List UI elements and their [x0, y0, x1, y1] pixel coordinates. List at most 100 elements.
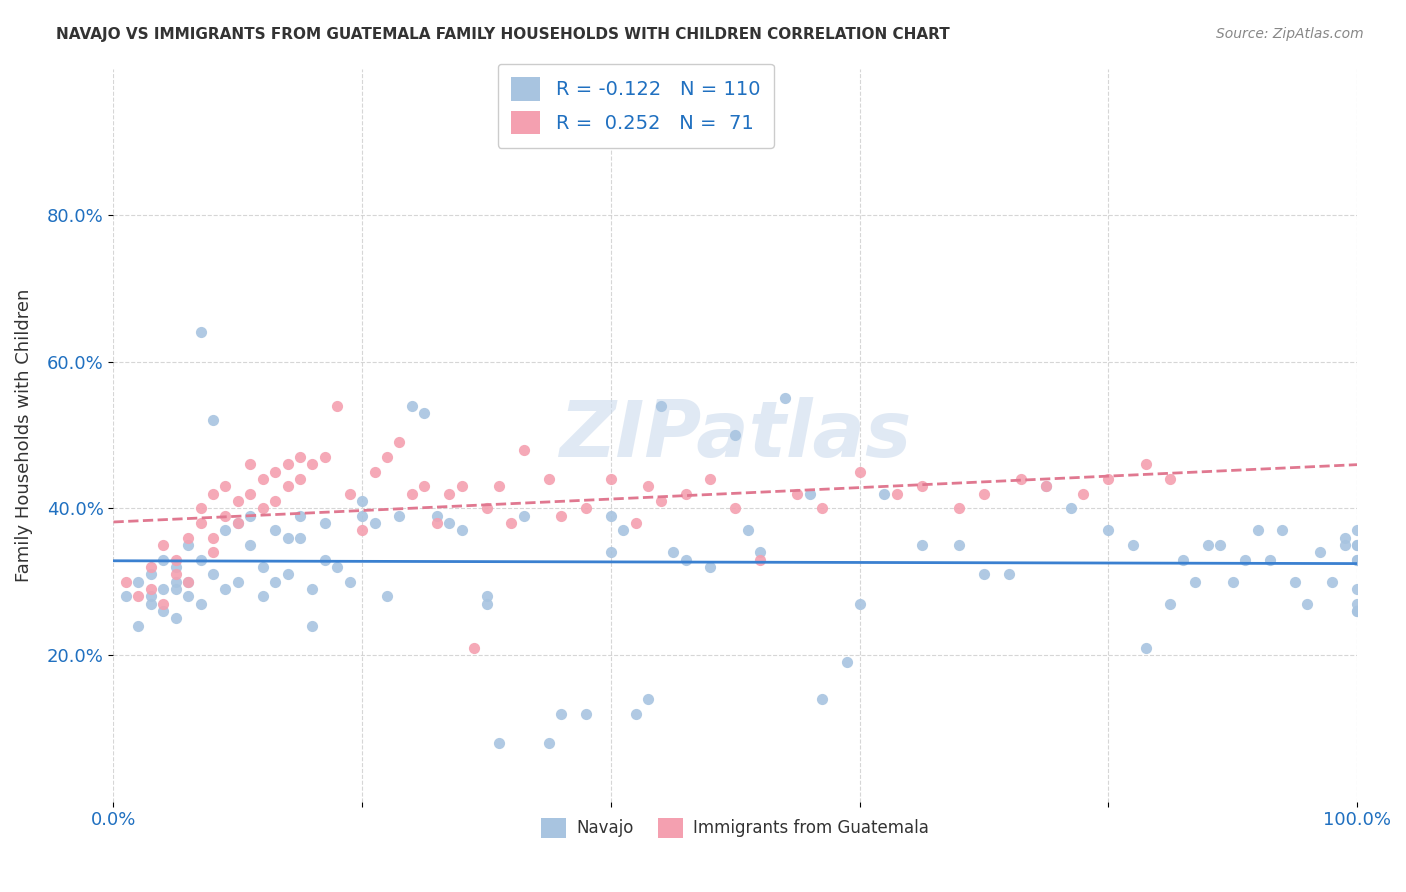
Point	[463, 640, 485, 655]
Point	[352, 494, 374, 508]
Point	[226, 516, 249, 530]
Point	[699, 560, 721, 574]
Point	[811, 501, 834, 516]
Point	[139, 582, 162, 596]
Point	[277, 479, 299, 493]
Point	[873, 486, 896, 500]
Point	[1333, 538, 1355, 552]
Point	[475, 597, 498, 611]
Point	[624, 516, 647, 530]
Point	[1346, 538, 1368, 552]
Point	[675, 486, 697, 500]
Point	[252, 501, 274, 516]
Point	[115, 574, 138, 589]
Point	[277, 458, 299, 472]
Point	[1346, 552, 1368, 566]
Point	[190, 501, 212, 516]
Point	[662, 545, 685, 559]
Point	[201, 531, 224, 545]
Point	[1234, 552, 1257, 566]
Point	[339, 574, 361, 589]
Point	[288, 450, 311, 464]
Point	[326, 399, 349, 413]
Point	[612, 524, 634, 538]
Point	[1346, 524, 1368, 538]
Point	[811, 692, 834, 706]
Point	[401, 399, 423, 413]
Point	[948, 501, 970, 516]
Point	[637, 479, 659, 493]
Point	[190, 326, 212, 340]
Point	[724, 501, 747, 516]
Point	[488, 479, 510, 493]
Point	[413, 479, 436, 493]
Point	[886, 486, 908, 500]
Point	[401, 486, 423, 500]
Point	[837, 655, 859, 669]
Point	[550, 706, 572, 721]
Point	[501, 516, 523, 530]
Point	[599, 508, 621, 523]
Point	[288, 531, 311, 545]
Point	[575, 501, 598, 516]
Point	[314, 516, 336, 530]
Point	[115, 590, 138, 604]
Point	[1060, 501, 1083, 516]
Point	[363, 516, 385, 530]
Point	[1010, 472, 1032, 486]
Point	[650, 399, 672, 413]
Point	[1035, 479, 1057, 493]
Point	[848, 597, 870, 611]
Point	[288, 472, 311, 486]
Point	[911, 538, 934, 552]
Point	[214, 524, 236, 538]
Point	[226, 574, 249, 589]
Point	[139, 590, 162, 604]
Point	[773, 392, 796, 406]
Point	[264, 524, 287, 538]
Point	[239, 458, 262, 472]
Point	[624, 706, 647, 721]
Point	[786, 486, 808, 500]
Text: ZIPatlas: ZIPatlas	[560, 397, 911, 473]
Point	[1346, 582, 1368, 596]
Point	[127, 618, 149, 632]
Point	[214, 508, 236, 523]
Point	[177, 574, 200, 589]
Point	[911, 479, 934, 493]
Point	[513, 508, 536, 523]
Point	[352, 524, 374, 538]
Point	[513, 442, 536, 457]
Point	[973, 486, 995, 500]
Point	[152, 597, 174, 611]
Point	[177, 574, 200, 589]
Point	[450, 524, 472, 538]
Point	[426, 508, 449, 523]
Point	[1171, 552, 1194, 566]
Point	[848, 465, 870, 479]
Point	[214, 582, 236, 596]
Point	[1346, 604, 1368, 618]
Point	[165, 574, 187, 589]
Point	[226, 494, 249, 508]
Point	[599, 545, 621, 559]
Point	[252, 472, 274, 486]
Point	[326, 560, 349, 574]
Point	[413, 406, 436, 420]
Point	[301, 458, 323, 472]
Point	[277, 531, 299, 545]
Point	[127, 590, 149, 604]
Point	[352, 508, 374, 523]
Point	[252, 560, 274, 574]
Point	[165, 567, 187, 582]
Point	[1197, 538, 1219, 552]
Point	[314, 450, 336, 464]
Point	[439, 516, 461, 530]
Point	[1320, 574, 1343, 589]
Point	[314, 552, 336, 566]
Y-axis label: Family Households with Children: Family Households with Children	[15, 288, 32, 582]
Point	[239, 508, 262, 523]
Point	[1258, 552, 1281, 566]
Point	[426, 516, 449, 530]
Legend: Navajo, Immigrants from Guatemala: Navajo, Immigrants from Guatemala	[534, 811, 936, 845]
